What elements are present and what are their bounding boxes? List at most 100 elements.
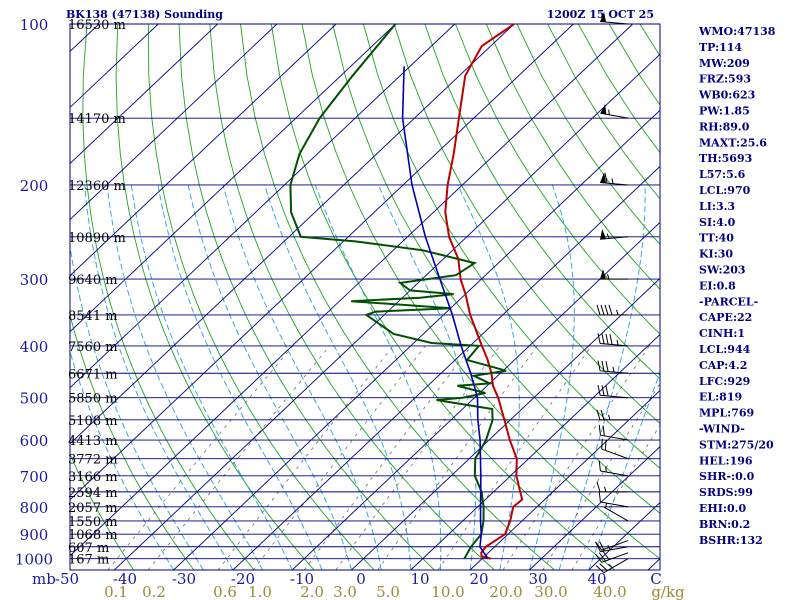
height-label: 4413 m xyxy=(68,434,118,449)
moist-adiabat-line xyxy=(457,184,520,570)
wind-barb-flag xyxy=(596,304,601,316)
isotherm-line xyxy=(173,109,660,570)
wind-barb xyxy=(601,438,629,460)
sounding-index-item: FRZ:593 xyxy=(699,73,751,86)
dry-adiabat-line xyxy=(178,24,435,570)
mixing-ratio-label: 10.0 xyxy=(431,583,464,600)
sounding-index-item: MW:209 xyxy=(699,57,750,70)
sounding-index-item: LFC:929 xyxy=(699,375,750,388)
wind-barb-flag xyxy=(599,563,608,572)
temperature-tick-label: -50 xyxy=(55,570,79,588)
wind-barb-flag xyxy=(595,553,603,563)
mixing-ratio-line xyxy=(253,345,426,570)
mixing-ratio-line xyxy=(107,345,294,570)
wind-barb-staff xyxy=(601,540,629,551)
dry-adiabat-line xyxy=(424,24,660,380)
temperature-tick-label: C xyxy=(650,570,661,588)
isotherm-line xyxy=(351,277,660,570)
sounding-index-item: EHI:0.0 xyxy=(699,502,746,515)
mixing-ratio-unit: g/kg xyxy=(651,583,685,600)
wind-barb-staff xyxy=(600,546,629,553)
isotherm-line xyxy=(588,502,660,570)
isotherm-line xyxy=(291,221,660,570)
temperature-tick-label: -30 xyxy=(172,570,196,588)
wind-barb-flag xyxy=(605,333,609,345)
pressure-tick-label: 600 xyxy=(20,432,49,450)
isotherm-lines xyxy=(0,24,660,570)
height-label: 12360 m xyxy=(68,179,126,194)
wind-barb xyxy=(596,304,628,316)
sounding-index-item: RH:89.0 xyxy=(699,120,750,133)
height-label: 2594 m xyxy=(68,486,118,501)
moist-adiabat-line xyxy=(187,184,352,570)
wind-barb-half-flag xyxy=(604,486,607,493)
height-label: 8541 m xyxy=(68,309,118,324)
isotherm-line xyxy=(410,333,660,570)
wind-barb-half-flag xyxy=(611,178,614,184)
wind-barb-flag xyxy=(601,360,605,372)
parcel-line xyxy=(401,66,489,560)
wind-barb-flag xyxy=(608,304,613,316)
sounding-index-item: LI:3.3 xyxy=(699,200,735,213)
pressure-tick-label: 700 xyxy=(20,468,49,486)
height-label: 2057 m xyxy=(68,501,118,516)
wind-barb-pennant xyxy=(600,104,607,115)
wind-barb xyxy=(600,11,629,25)
sounding-index-item: SW:203 xyxy=(699,264,746,277)
wind-barb-pennant xyxy=(600,269,606,280)
sounding-index-item: TT:40 xyxy=(699,232,734,245)
height-label: 7560 m xyxy=(68,340,118,355)
station-title: BK138 (47138) Sounding xyxy=(66,8,223,21)
wind-barb-half-flag xyxy=(606,233,610,239)
wind-barb-flag xyxy=(595,565,605,574)
wind-barbs xyxy=(595,11,629,574)
dry-adiabat-line xyxy=(485,24,660,291)
dry-adiabat-line xyxy=(70,452,135,570)
wind-barb-staff xyxy=(600,182,629,186)
wind-barb-flag xyxy=(602,550,610,560)
wind-barb xyxy=(595,540,629,551)
moist-adiabat-line xyxy=(588,370,660,570)
isotherm-line xyxy=(70,24,515,445)
dry-adiabat-line xyxy=(393,24,660,425)
mixing-ratio-label: 5.0 xyxy=(376,583,400,600)
mixing-ratio-line xyxy=(217,345,394,570)
dry-adiabat-line xyxy=(115,24,315,570)
sounding-index-item: -WIND- xyxy=(699,423,745,436)
wind-barb xyxy=(603,502,629,522)
wind-barb-half-flag xyxy=(612,366,615,373)
dry-adiabat-line xyxy=(332,24,660,514)
dry-adiabat-line xyxy=(209,24,495,570)
wind-barb xyxy=(600,104,629,119)
moist-adiabat-line xyxy=(264,184,412,570)
sounding-index-item: WMO:47138 xyxy=(698,25,776,38)
mixing-ratio-label: 40.0 xyxy=(593,583,626,600)
wind-barb-half-flag xyxy=(616,309,619,316)
sounding-index-item: SHR-:0.0 xyxy=(699,470,755,483)
height-label: 5108 m xyxy=(68,414,118,429)
moist-adiabat-line xyxy=(70,243,204,570)
sounding-index-item: HEL:196 xyxy=(699,454,753,467)
dry-adiabat-line xyxy=(270,24,616,570)
sounding-index-item: CINH:1 xyxy=(699,327,745,340)
wind-barb xyxy=(597,360,629,374)
isotherm-line xyxy=(0,24,40,570)
mixing-ratio-line xyxy=(437,345,592,570)
wind-barb-flag xyxy=(601,385,605,396)
sounding-index-item: CAP:4.2 xyxy=(699,359,747,372)
wind-barb xyxy=(598,424,629,441)
wind-barb-staff xyxy=(600,112,629,119)
height-label: 6671 m xyxy=(68,367,118,382)
isotherm-line xyxy=(70,24,337,277)
mixing-ratio-label: 0.2 xyxy=(142,583,166,600)
moist-adiabat-line xyxy=(84,184,234,570)
isobar-lines xyxy=(70,23,660,571)
moist-adiabat-line xyxy=(558,184,646,570)
isotherm-line xyxy=(70,24,278,221)
wind-barb-flag xyxy=(597,333,601,344)
wind-barb xyxy=(600,172,629,186)
wind-barb-staff xyxy=(603,506,629,522)
time-title: 1200Z 15 OCT 25 xyxy=(547,8,654,21)
